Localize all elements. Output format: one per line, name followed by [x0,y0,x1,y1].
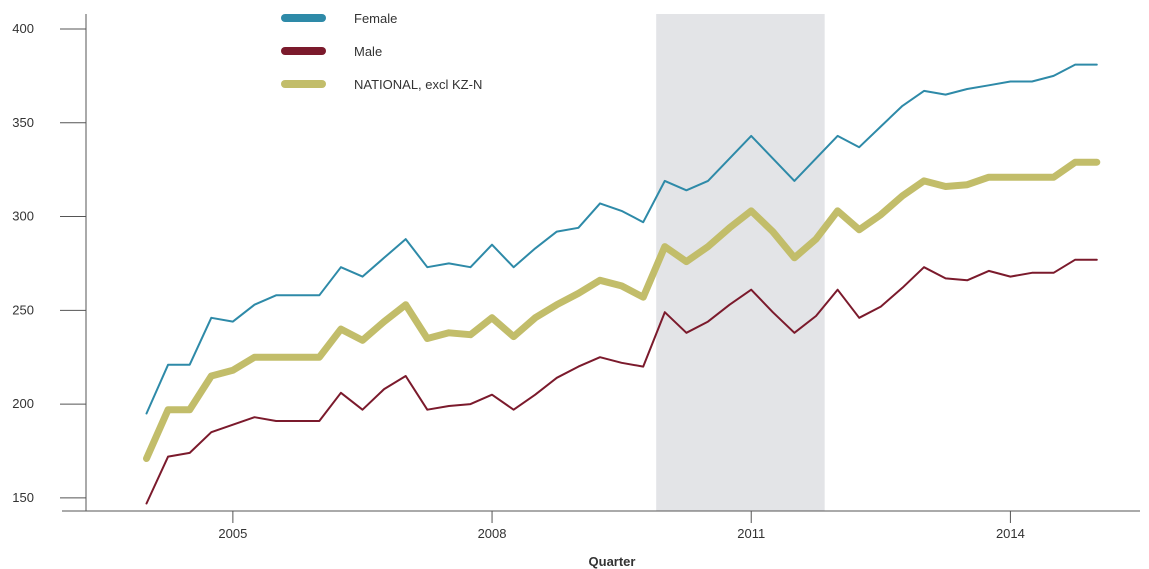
legend-label: Male [354,44,382,59]
y-tick-label: 400 [12,21,34,36]
legend-label: Female [354,11,397,26]
x-tick-label: 2014 [996,526,1025,541]
y-tick-label: 300 [12,209,34,224]
y-tick-label: 200 [12,396,34,411]
x-tick-label: 2011 [737,526,765,541]
y-tick-label: 350 [12,115,34,130]
y-tick-label: 150 [12,490,34,505]
series-line-female [145,63,1098,415]
legend-label: NATIONAL, excl KZ-N [354,77,482,92]
y-axis: 150 200 250 300 350 400 [12,14,87,511]
series-line-national-excl-kz-n [143,158,1101,462]
shaded-period [656,14,825,511]
x-axis: 2005 2008 2011 2014 [62,510,1140,541]
legend: Female Male NATIONAL, excl KZ-N [281,11,482,92]
x-axis-title: Quarter [589,554,636,569]
y-tick-label: 250 [12,302,34,317]
x-tick-label: 2005 [218,526,247,541]
series-line-male [145,258,1098,505]
plot-lines [143,63,1101,505]
x-tick-label: 2008 [478,526,507,541]
